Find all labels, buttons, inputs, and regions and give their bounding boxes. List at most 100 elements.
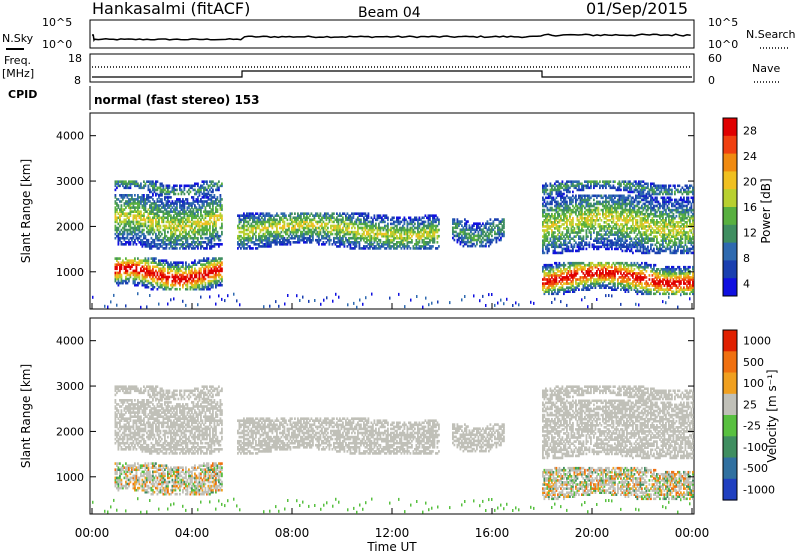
echo-cell: [171, 218, 174, 222]
echo-cell: [357, 230, 359, 234]
echo-cell: [138, 206, 141, 209]
echo-cell: [123, 182, 126, 186]
echo-cell: [140, 212, 142, 215]
echo-cell: [158, 196, 160, 199]
echo-cell: [246, 220, 248, 224]
echo-cell: [209, 180, 211, 183]
echo-cell: [400, 230, 403, 234]
echo-cell: [459, 242, 462, 246]
echo-cell: [453, 238, 456, 242]
echo-cell: [304, 218, 307, 222]
echo-cell: [156, 180, 159, 183]
echo-cell: [119, 216, 121, 220]
echo-cell: [268, 218, 271, 222]
echo-cell: [427, 241, 430, 244]
echo-cell: [197, 271, 199, 275]
echo-cell: [179, 218, 181, 222]
echo-cell: [557, 292, 559, 296]
echo-cell: [286, 228, 289, 232]
echo-cell: [435, 228, 437, 232]
echo-cell: [400, 236, 403, 240]
echo-cell: [494, 236, 496, 240]
echo-cell: [146, 243, 148, 246]
echo-cell: [206, 192, 208, 196]
echo-cell: [358, 236, 361, 240]
echo-cell: [421, 234, 424, 238]
echo-cell: [147, 194, 150, 197]
echo-cell: [406, 241, 409, 244]
echo-cell: [465, 220, 468, 223]
echo-cell: [545, 278, 547, 281]
echo-cell: [435, 220, 437, 224]
echo-cell: [418, 224, 421, 228]
echo-cell: [576, 270, 579, 273]
echo-cell: [183, 220, 186, 224]
echo-cell: [573, 270, 576, 273]
echo-cell: [590, 280, 592, 283]
echo-cell: [280, 243, 283, 246]
echo-cell: [147, 259, 150, 262]
echo-cell: [201, 281, 204, 285]
echo-cell: [120, 273, 123, 277]
echo-cell: [198, 283, 201, 287]
echo-cell: [385, 232, 388, 236]
echo-cell: [388, 243, 391, 246]
echo-cell: [430, 226, 433, 230]
echo-cell: [174, 230, 177, 234]
echo-cell: [458, 238, 460, 242]
echo-cell: [134, 238, 136, 242]
echo-cell: [324, 230, 326, 234]
echo-cell: [465, 232, 468, 236]
echo-cell: [131, 271, 133, 275]
echo-cell: [185, 277, 187, 281]
echo-cell: [152, 269, 154, 273]
echo-cell: [572, 288, 574, 291]
echo-cell: [283, 224, 286, 228]
echo-cell: [473, 238, 475, 242]
echo-cell: [192, 236, 195, 240]
echo-cell: [212, 190, 214, 194]
echo-cell: [495, 238, 498, 242]
echo-cell: [186, 220, 189, 224]
echo-cell: [271, 224, 274, 228]
echo-cell: [415, 238, 418, 242]
echo-cell: [198, 232, 201, 236]
echo-cell: [575, 280, 577, 283]
echo-cell: [198, 208, 201, 211]
echo-cell: [492, 220, 495, 223]
echo-cell: [117, 198, 120, 201]
echo-cell: [156, 277, 159, 281]
echo-cell: [423, 216, 425, 220]
echo-cell: [372, 226, 374, 230]
echo-cell: [207, 273, 210, 277]
echo-cell: [218, 279, 220, 283]
echo-cell: [188, 206, 190, 209]
echo-cell: [552, 274, 555, 277]
echo-cell: [414, 216, 416, 220]
echo-cell: [285, 232, 287, 236]
echo-cell: [334, 243, 337, 246]
echo-cell: [182, 210, 184, 213]
echo-cell: [147, 228, 150, 232]
echo-cell: [177, 277, 180, 281]
echo-cell: [132, 206, 135, 209]
echo-cell: [575, 263, 577, 267]
echo-cell: [403, 232, 406, 236]
echo-cell: [119, 232, 121, 236]
echo-cell: [433, 236, 436, 240]
echo-cell: [153, 285, 156, 289]
echo-cell: [140, 202, 142, 205]
echo-cell: [138, 226, 141, 230]
echo-cell: [358, 247, 361, 250]
echo-cell: [433, 238, 436, 242]
echo-cell: [346, 232, 349, 236]
echo-cell: [213, 269, 216, 273]
echo-cell: [125, 265, 127, 269]
echo-cell: [168, 196, 171, 199]
echo-cell: [399, 232, 401, 236]
echo-cell: [132, 214, 135, 217]
echo-cell: [213, 196, 216, 199]
echo-cell: [182, 247, 184, 250]
echo-cell: [429, 234, 431, 238]
echo-cell: [132, 273, 135, 277]
